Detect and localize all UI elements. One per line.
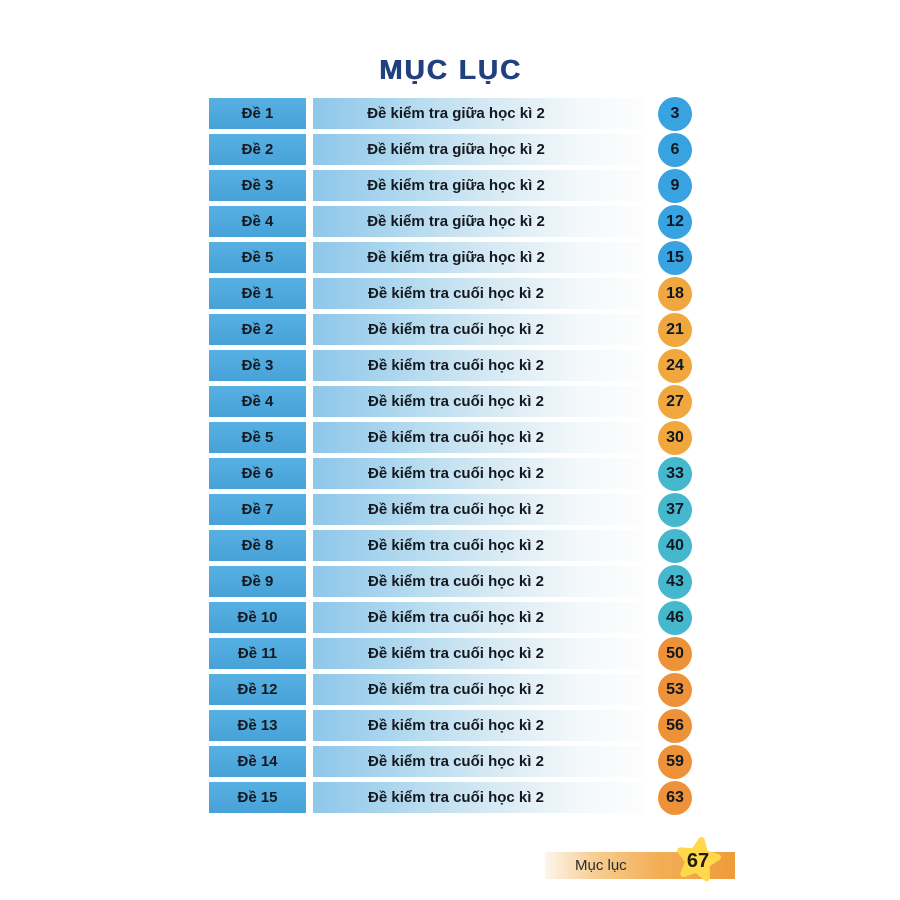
table-row: Đề 4 Đề kiểm tra giữa học kì 2 12 [209,204,692,239]
row-exam-title: Đề kiểm tra cuối học kì 2 [313,674,645,705]
page-number-badge: 50 [658,636,692,671]
row-exam-label: Đề 11 [209,638,306,669]
row-exam-label: Đề 7 [209,494,306,525]
row-exam-label: Đề 5 [209,242,306,273]
table-row: Đề 5 Đề kiểm tra giữa học kì 2 15 [209,240,692,275]
row-exam-title: Đề kiểm tra giữa học kì 2 [313,242,645,273]
row-exam-title: Đề kiểm tra cuối học kì 2 [313,530,645,561]
footer-bar: Mục lục 67 [545,837,735,882]
row-exam-label: Đề 6 [209,458,306,489]
page-number-badge: 63 [658,780,692,815]
page-number-badge: 27 [658,384,692,419]
page-number-badge: 40 [658,528,692,563]
row-exam-title: Đề kiểm tra cuối học kì 2 [313,566,645,597]
table-row: Đề 2 Đề kiểm tra cuối học kì 2 21 [209,312,692,347]
row-exam-title: Đề kiểm tra cuối học kì 2 [313,278,645,309]
row-exam-label: Đề 14 [209,746,306,777]
row-exam-label: Đề 3 [209,350,306,381]
page-number-badge: 9 [658,168,692,203]
row-exam-title: Đề kiểm tra giữa học kì 2 [313,170,645,201]
table-row: Đề 11 Đề kiểm tra cuối học kì 2 50 [209,636,692,671]
table-row: Đề 3 Đề kiểm tra cuối học kì 2 24 [209,348,692,383]
row-exam-title: Đề kiểm tra cuối học kì 2 [313,746,645,777]
row-exam-title: Đề kiểm tra giữa học kì 2 [313,134,645,165]
row-exam-title: Đề kiểm tra cuối học kì 2 [313,494,645,525]
row-exam-title: Đề kiểm tra cuối học kì 2 [313,350,645,381]
row-exam-label: Đề 3 [209,170,306,201]
star-icon [677,837,722,882]
row-exam-label: Đề 1 [209,278,306,309]
page-number-badge: 21 [658,312,692,347]
page-number-badge: 30 [658,420,692,455]
table-row: Đề 1 Đề kiểm tra giữa học kì 2 3 [209,96,692,131]
table-row: Đề 7 Đề kiểm tra cuối học kì 2 37 [209,492,692,527]
row-exam-label: Đề 5 [209,422,306,453]
page-number-badge: 6 [658,132,692,167]
row-exam-label: Đề 15 [209,782,306,813]
table-row: Đề 15 Đề kiểm tra cuối học kì 2 63 [209,780,692,815]
row-exam-title: Đề kiểm tra cuối học kì 2 [313,314,645,345]
table-row: Đề 9 Đề kiểm tra cuối học kì 2 43 [209,564,692,599]
row-exam-title: Đề kiểm tra cuối học kì 2 [313,782,645,813]
row-exam-label: Đề 8 [209,530,306,561]
table-row: Đề 5 Đề kiểm tra cuối học kì 2 30 [209,420,692,455]
page-title: MỤC LỤC [378,54,523,85]
page-number-badge: 46 [658,600,692,635]
row-exam-title: Đề kiểm tra cuối học kì 2 [313,422,645,453]
table-row: Đề 10 Đề kiểm tra cuối học kì 2 46 [209,600,692,635]
row-exam-title: Đề kiểm tra cuối học kì 2 [313,386,645,417]
table-row: Đề 6 Đề kiểm tra cuối học kì 2 33 [209,456,692,491]
row-exam-label: Đề 10 [209,602,306,633]
row-exam-label: Đề 2 [209,314,306,345]
page-number-badge: 56 [658,708,692,743]
row-exam-label: Đề 12 [209,674,306,705]
table-row: Đề 4 Đề kiểm tra cuối học kì 2 27 [209,384,692,419]
row-exam-title: Đề kiểm tra cuối học kì 2 [313,710,645,741]
row-exam-label: Đề 4 [209,386,306,417]
row-exam-label: Đề 2 [209,134,306,165]
page-number-badge: 24 [658,348,692,383]
page-number-badge: 37 [658,492,692,527]
row-exam-title: Đề kiểm tra cuối học kì 2 [313,638,645,669]
table-row: Đề 13 Đề kiểm tra cuối học kì 2 56 [209,708,692,743]
table-row: Đề 3 Đề kiểm tra giữa học kì 2 9 [209,168,692,203]
table-row: Đề 8 Đề kiểm tra cuối học kì 2 40 [209,528,692,563]
page-number-badge: 15 [658,240,692,275]
row-exam-label: Đề 13 [209,710,306,741]
page-number-badge: 12 [658,204,692,239]
toc-table: Đề 1 Đề kiểm tra giữa học kì 2 3 Đề 2 Đề kiể… [209,96,692,818]
footer-star: 67 [673,835,723,885]
row-exam-title: Đề kiểm tra giữa học kì 2 [313,98,645,129]
row-exam-label: Đề 1 [209,98,306,129]
footer-label: Mục lục [575,857,627,874]
page-number-badge: 33 [658,456,692,491]
row-exam-label: Đề 9 [209,566,306,597]
page-number-badge: 59 [658,744,692,779]
row-exam-title: Đề kiểm tra cuối học kì 2 [313,602,645,633]
table-row: Đề 12 Đề kiểm tra cuối học kì 2 53 [209,672,692,707]
row-exam-label: Đề 4 [209,206,306,237]
table-row: Đề 1 Đề kiểm tra cuối học kì 2 18 [209,276,692,311]
page-number-badge: 18 [658,276,692,311]
table-row: Đề 2 Đề kiểm tra giữa học kì 2 6 [209,132,692,167]
table-row: Đề 14 Đề kiểm tra cuối học kì 2 59 [209,744,692,779]
row-exam-title: Đề kiểm tra cuối học kì 2 [313,458,645,489]
page-number-badge: 53 [658,672,692,707]
row-exam-title: Đề kiểm tra giữa học kì 2 [313,206,645,237]
page-number-badge: 3 [658,96,692,131]
page-number-badge: 43 [658,564,692,599]
footer-page-number: 67 [686,850,710,872]
